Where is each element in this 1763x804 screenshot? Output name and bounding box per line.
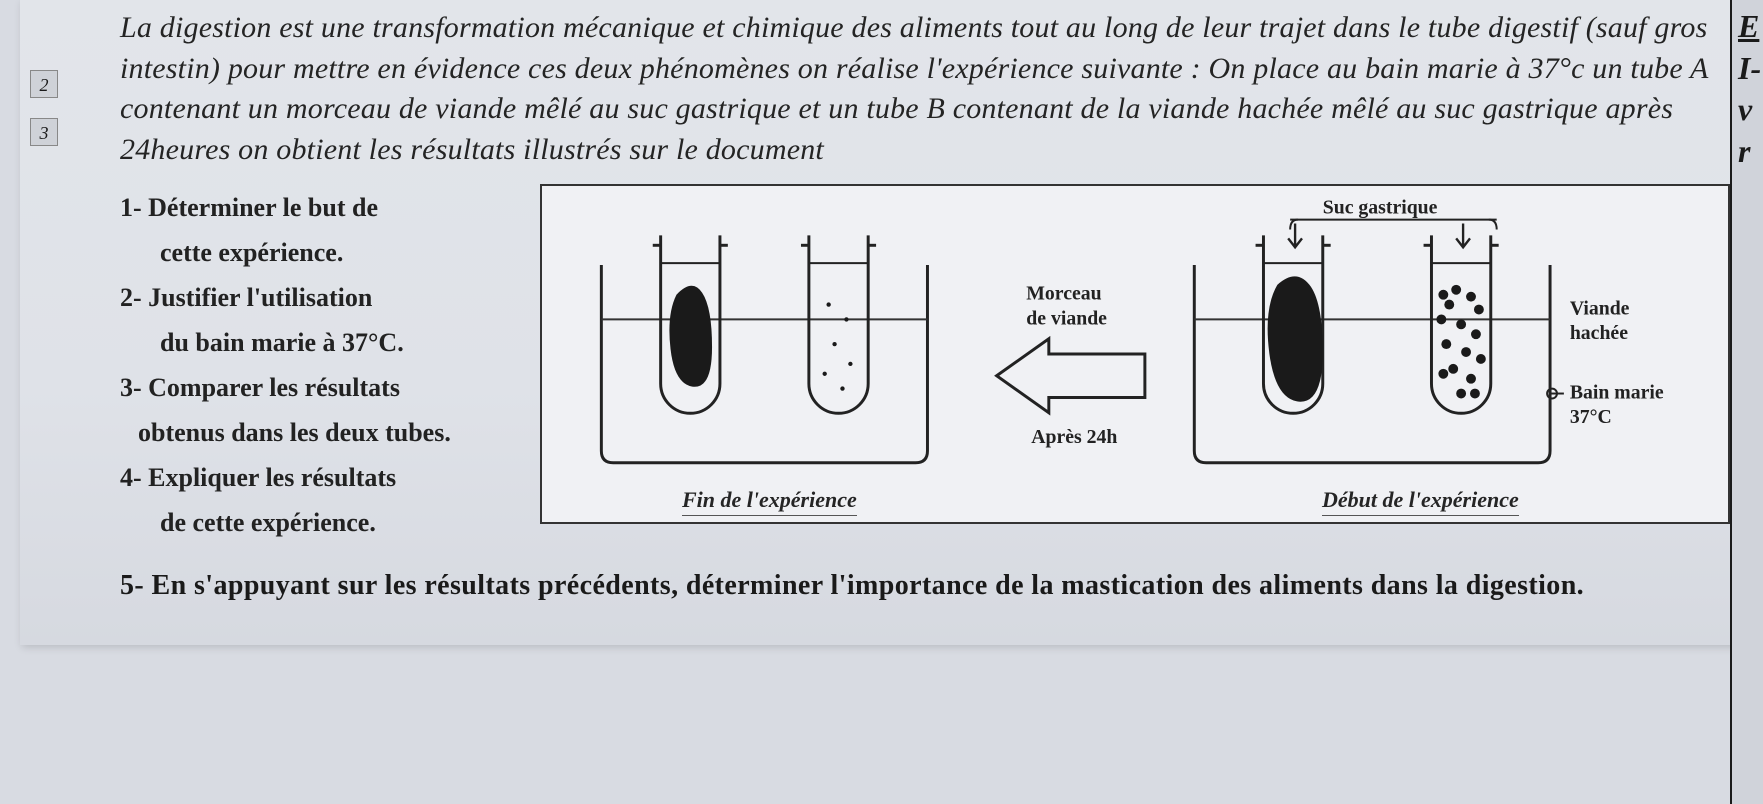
edge-l3: r (1732, 131, 1763, 173)
intro-paragraph: La digestion est une transformation méca… (120, 8, 1730, 170)
svg-text:Bain marie: Bain marie (1570, 381, 1664, 403)
q1-line2: cette expérience. (120, 233, 520, 272)
q3-line2: obtenus dans les deux tubes. (120, 413, 520, 452)
edge-l2: v (1732, 89, 1763, 131)
svg-text:Après 24h: Après 24h (1031, 426, 1117, 448)
svg-text:Suc gastrique: Suc gastrique (1323, 197, 1438, 219)
margin-tab-2: 2 (30, 70, 58, 98)
svg-text:Morceau: Morceau (1026, 283, 1101, 305)
svg-text:de viande: de viande (1026, 307, 1107, 329)
svg-text:37°C: 37°C (1570, 406, 1612, 428)
q3-line1: 3- Comparer les résultats (120, 368, 520, 407)
q2-line1: 2- Justifier l'utilisation (120, 278, 520, 317)
q4-line1: 4- Expliquer les résultats (120, 458, 520, 497)
q5-text: 5- En s'appuyant sur les résultats précé… (120, 564, 1730, 607)
svg-text:hachée: hachée (1570, 322, 1628, 344)
questions-list: 1- Déterminer le but de cette expérience… (120, 184, 520, 548)
caption-debut: Début de l'expérience (1322, 487, 1519, 516)
next-page-sliver: E I- v r (1730, 0, 1763, 804)
q2-line2: du bain marie à 37°C. (120, 323, 520, 362)
svg-text:Viande: Viande (1570, 297, 1630, 319)
caption-fin: Fin de l'expérience (682, 487, 857, 516)
margin-tab-3: 3 (30, 118, 58, 146)
left-margin-tabs: 2 3 (20, 60, 80, 166)
q4-line2: de cette expérience. (120, 503, 520, 542)
edge-ex: E (1732, 6, 1763, 48)
q1-line1: 1- Déterminer le but de (120, 188, 520, 227)
experiment-diagram: Morceaude viande Après 24h Suc gastrique Vi… (540, 184, 1730, 524)
edge-l1: I- (1732, 48, 1763, 90)
